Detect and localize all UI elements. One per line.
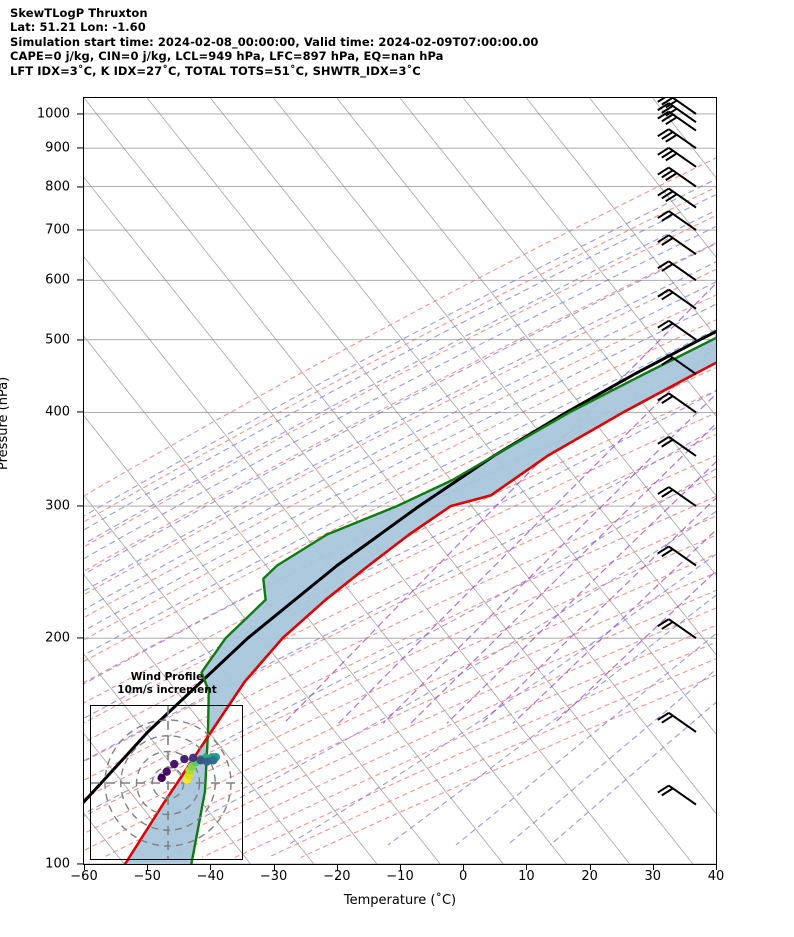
skewt-plot-area[interactable] [83,97,717,865]
temperature-tick-mark [336,865,338,870]
temperature-tick-mark [147,865,149,870]
pressure-tick-label: 1000 [36,106,70,122]
temperature-tick-mark [526,865,528,870]
temperature-tick-mark [84,865,86,870]
pressure-tick-mark [77,279,83,281]
temperature-tick-mark [273,865,275,870]
pressure-tick-label: 900 [45,140,70,156]
pressure-tick-mark [77,147,83,149]
temperature-tick-mark [589,865,591,870]
temperature-tick-mark [210,865,212,870]
temperature-tick-label: −30 [259,869,288,884]
hodograph-canvas [91,706,242,859]
pressure-tick-mark [77,637,83,639]
hodograph-inset[interactable] [90,705,243,860]
pressure-tick-mark [77,505,83,507]
pressure-tick-mark [77,229,83,231]
y-axis-label: Pressure (hPa) [0,376,11,470]
temperature-tick-label: 30 [644,869,662,884]
skewt-canvas [84,98,716,864]
temperature-tick-mark [716,865,718,870]
pressure-tick-label: 200 [45,630,70,646]
hodograph-title-line1: Wind Profile [130,671,204,683]
temperature-tick-label: 40 [707,869,725,884]
pressure-tick-label: 800 [45,179,70,195]
pressure-tick-mark [77,411,83,413]
pressure-tick-label: 700 [45,222,70,238]
pressure-tick-mark [77,113,83,115]
temperature-tick-mark [463,865,465,870]
pressure-tick-label: 600 [45,272,70,288]
figure-header: SkewTLogP Thruxton Lat: 51.21 Lon: -1.60… [10,6,770,78]
temperature-tick-label: 20 [581,869,598,884]
header-coordinates: Lat: 51.21 Lon: -1.60 [10,20,146,35]
header-cape-line: CAPE=0 j/kg, CIN=0 j/kg, LCL=949 hPa, LF… [10,49,444,64]
hodograph-title-line2: 10m/s increment [117,684,217,696]
pressure-tick-label: 100 [45,856,70,872]
pressure-tick-mark [77,339,83,341]
temperature-tick-label: −10 [386,869,414,884]
temperature-tick-label: −60 [70,869,98,884]
temperature-tick-label: −40 [196,869,225,884]
temperature-tick-label: −50 [133,869,161,884]
header-indices: LFT IDX=3˚C, K IDX=27˚C, TOTAL TOTS=51˚C… [10,63,421,78]
header-title: SkewTLogP Thruxton [10,6,148,20]
pressure-tick-label: 300 [45,498,70,514]
temperature-tick-mark [400,865,402,870]
pressure-tick-label: 400 [45,404,70,420]
header-times: Simulation start time: 2024-02-08_00:00:… [10,34,539,49]
temperature-tick-label: 10 [518,869,535,884]
pressure-tick-label: 500 [45,332,70,348]
hodograph-title: Wind Profile 10m/s increment [117,671,216,697]
temperature-tick-label: −20 [323,869,351,884]
x-axis-label: Temperature (˚C) [343,893,457,908]
temperature-tick-label: 0 [459,869,468,884]
pressure-tick-mark [77,186,83,188]
temperature-tick-mark [652,865,654,870]
pressure-tick-mark [77,863,83,865]
